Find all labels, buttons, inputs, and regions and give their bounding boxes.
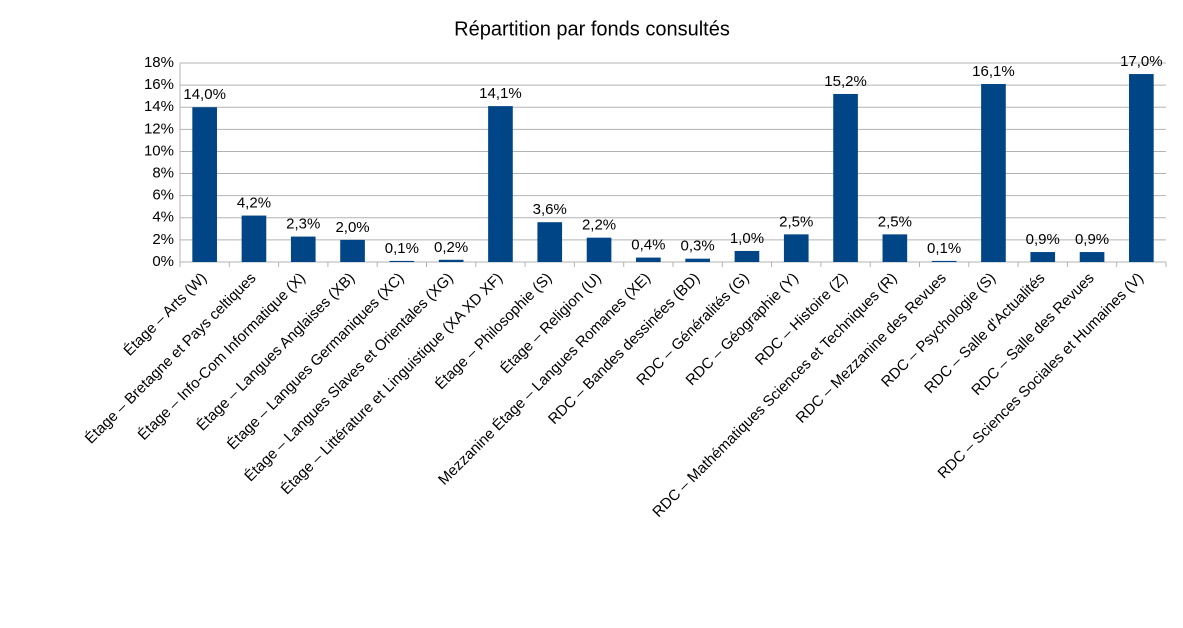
value-label: 15,2%	[824, 73, 867, 90]
value-label: 0,2%	[434, 239, 468, 256]
value-label: 0,9%	[1026, 231, 1060, 248]
bar	[734, 250, 760, 262]
value-label: 14,0%	[183, 86, 226, 103]
bar	[438, 259, 464, 262]
value-label: 0,3%	[681, 238, 715, 255]
y-tick-label: 18%	[144, 54, 174, 71]
bar	[931, 260, 957, 262]
x-tick-label: RDC – Histoire (Z)	[752, 270, 851, 369]
y-tick-label: 12%	[144, 120, 174, 137]
y-tick-label: 10%	[144, 142, 174, 159]
y-tick-label: 16%	[144, 76, 174, 93]
bar	[833, 93, 858, 262]
bar	[241, 215, 267, 262]
value-label: 1,0%	[730, 230, 764, 247]
value-label: 0,9%	[1075, 231, 1109, 248]
value-label: 0,1%	[385, 240, 419, 257]
value-label: 14,1%	[479, 85, 522, 102]
bar	[586, 237, 612, 262]
bar	[882, 234, 908, 262]
bar	[783, 234, 809, 262]
value-label: 2,2%	[582, 217, 616, 234]
y-tick-label: 8%	[152, 165, 174, 182]
x-tick-label: Étage – Langues Germaniques (XC)	[224, 270, 408, 454]
value-label: 16,1%	[972, 63, 1015, 80]
value-label: 2,0%	[335, 219, 369, 236]
value-label: 2,5%	[779, 213, 813, 230]
y-tick-label: 4%	[152, 209, 174, 226]
value-label: 2,5%	[878, 213, 912, 230]
bar	[192, 107, 217, 262]
y-tick-label: 14%	[144, 98, 174, 115]
x-tick-label: Étage – Arts (W)	[120, 270, 210, 360]
bar	[290, 236, 316, 262]
bar	[340, 239, 365, 262]
bar	[636, 257, 661, 262]
bar	[537, 222, 563, 262]
y-tick-label: 2%	[152, 231, 174, 248]
value-label: 17,0%	[1120, 53, 1163, 70]
y-tick-label: 0%	[152, 253, 174, 270]
bar	[389, 260, 415, 262]
bar	[981, 84, 1006, 262]
chart-title: Répartition par fonds consultés	[454, 18, 730, 40]
value-label: 0,4%	[631, 237, 665, 254]
value-label: 2,3%	[286, 216, 320, 233]
bar	[488, 106, 513, 262]
value-label: 4,2%	[237, 195, 271, 212]
bar	[1129, 74, 1154, 262]
bar	[1079, 252, 1105, 262]
bar	[685, 258, 710, 262]
bar	[1030, 252, 1056, 262]
value-label: 3,6%	[533, 201, 567, 218]
y-tick-label: 6%	[152, 187, 174, 204]
value-label: 0,1%	[927, 240, 961, 257]
